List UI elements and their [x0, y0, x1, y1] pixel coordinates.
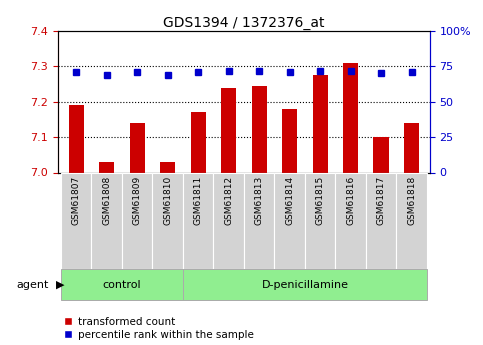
- Bar: [99, 162, 114, 172]
- Bar: [366, 172, 397, 269]
- Bar: [183, 269, 427, 300]
- Text: GSM61811: GSM61811: [194, 175, 203, 225]
- Text: D-penicillamine: D-penicillamine: [261, 280, 348, 289]
- Text: GSM61817: GSM61817: [377, 175, 385, 225]
- Bar: [91, 172, 122, 269]
- Text: agent: agent: [16, 280, 48, 289]
- Bar: [183, 172, 213, 269]
- Text: GSM61808: GSM61808: [102, 175, 111, 225]
- Bar: [244, 172, 274, 269]
- Text: GSM61818: GSM61818: [407, 175, 416, 225]
- Text: GSM61812: GSM61812: [224, 175, 233, 225]
- Bar: [335, 172, 366, 269]
- Text: GSM61807: GSM61807: [72, 175, 81, 225]
- Text: GSM61814: GSM61814: [285, 175, 294, 225]
- Bar: [61, 172, 91, 269]
- Bar: [122, 172, 153, 269]
- Title: GDS1394 / 1372376_at: GDS1394 / 1372376_at: [163, 16, 325, 30]
- Bar: [160, 162, 175, 172]
- Bar: [69, 105, 84, 172]
- Bar: [397, 172, 427, 269]
- Bar: [404, 123, 419, 172]
- Text: ▶: ▶: [56, 280, 64, 289]
- Text: GSM61815: GSM61815: [315, 175, 325, 225]
- Bar: [61, 269, 183, 300]
- Bar: [343, 63, 358, 172]
- Bar: [191, 112, 206, 172]
- Text: GSM61809: GSM61809: [133, 175, 142, 225]
- Text: GSM61816: GSM61816: [346, 175, 355, 225]
- Bar: [153, 172, 183, 269]
- Bar: [129, 123, 145, 172]
- Bar: [213, 172, 244, 269]
- Legend: transformed count, percentile rank within the sample: transformed count, percentile rank withi…: [63, 317, 254, 340]
- Bar: [221, 88, 236, 172]
- Bar: [252, 86, 267, 172]
- Bar: [282, 109, 297, 172]
- Bar: [373, 137, 389, 172]
- Text: GSM61813: GSM61813: [255, 175, 264, 225]
- Bar: [274, 172, 305, 269]
- Bar: [305, 172, 335, 269]
- Text: GSM61810: GSM61810: [163, 175, 172, 225]
- Text: control: control: [103, 280, 142, 289]
- Bar: [313, 75, 328, 172]
